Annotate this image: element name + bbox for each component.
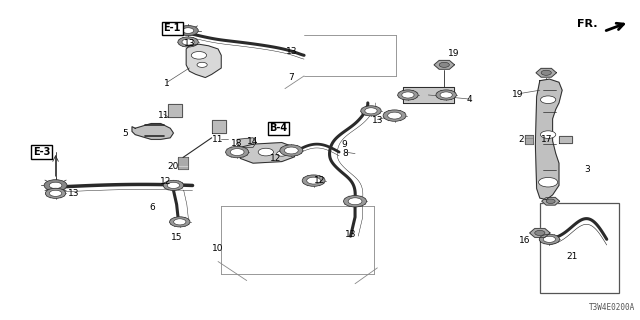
Polygon shape — [536, 68, 556, 77]
Text: E-3: E-3 — [33, 147, 50, 157]
Text: 19: 19 — [512, 91, 524, 100]
Bar — [168, 105, 182, 117]
Circle shape — [439, 62, 449, 68]
Circle shape — [197, 62, 207, 68]
Circle shape — [344, 196, 367, 207]
Circle shape — [178, 37, 198, 47]
Text: 11: 11 — [158, 111, 170, 120]
Text: 13: 13 — [345, 230, 356, 239]
Text: 11: 11 — [212, 135, 224, 144]
Circle shape — [365, 108, 377, 114]
Text: 5: 5 — [123, 129, 129, 138]
Text: 21: 21 — [566, 252, 577, 261]
Circle shape — [543, 236, 556, 242]
Circle shape — [163, 180, 184, 190]
Bar — [179, 157, 188, 169]
Text: 9: 9 — [341, 140, 347, 149]
Text: 1: 1 — [164, 79, 170, 88]
Circle shape — [397, 90, 418, 100]
Circle shape — [173, 219, 186, 225]
Text: 6: 6 — [150, 203, 156, 212]
Text: 17: 17 — [540, 135, 552, 144]
Text: 12: 12 — [160, 177, 172, 186]
Text: 15: 15 — [171, 233, 182, 242]
Polygon shape — [530, 228, 550, 237]
Text: 18: 18 — [232, 139, 243, 148]
Text: 7: 7 — [289, 73, 294, 82]
Circle shape — [540, 96, 556, 104]
Bar — [403, 87, 454, 103]
Circle shape — [182, 28, 194, 33]
Circle shape — [276, 151, 287, 156]
Text: FR.: FR. — [577, 19, 597, 28]
Polygon shape — [237, 138, 256, 147]
Bar — [540, 203, 620, 293]
Text: E-1: E-1 — [163, 23, 181, 33]
Circle shape — [402, 92, 414, 98]
Circle shape — [49, 182, 62, 188]
Polygon shape — [241, 142, 294, 163]
Circle shape — [541, 70, 551, 75]
Circle shape — [535, 230, 545, 236]
Circle shape — [307, 177, 321, 184]
Circle shape — [546, 199, 555, 204]
Circle shape — [178, 26, 198, 36]
Circle shape — [388, 112, 401, 119]
Circle shape — [258, 148, 273, 156]
Polygon shape — [559, 136, 572, 142]
Circle shape — [302, 175, 325, 186]
Polygon shape — [541, 197, 559, 205]
Text: 19: 19 — [448, 49, 460, 58]
Text: 3: 3 — [585, 165, 591, 174]
Circle shape — [170, 217, 190, 227]
Text: 12: 12 — [269, 154, 281, 163]
Circle shape — [45, 188, 66, 198]
Text: 13: 13 — [68, 189, 79, 198]
Text: 13: 13 — [285, 47, 297, 56]
Circle shape — [440, 92, 452, 98]
Circle shape — [540, 234, 559, 244]
Text: 4: 4 — [467, 95, 472, 104]
Circle shape — [280, 145, 303, 156]
Circle shape — [383, 110, 406, 121]
Text: 2: 2 — [518, 135, 524, 144]
Bar — [525, 135, 532, 144]
Circle shape — [44, 180, 67, 191]
Circle shape — [348, 198, 362, 205]
Bar — [212, 120, 226, 133]
Circle shape — [226, 146, 248, 158]
Circle shape — [230, 149, 244, 156]
Polygon shape — [186, 44, 221, 77]
Circle shape — [539, 178, 557, 187]
Polygon shape — [434, 60, 454, 69]
Text: 10: 10 — [212, 244, 224, 253]
Circle shape — [167, 182, 180, 188]
Circle shape — [361, 106, 381, 116]
Text: 13: 13 — [372, 116, 383, 125]
Text: 8: 8 — [342, 149, 348, 158]
Circle shape — [191, 52, 207, 59]
Circle shape — [436, 90, 456, 100]
Circle shape — [284, 147, 298, 154]
Text: T3W4E0200A: T3W4E0200A — [589, 303, 636, 312]
Polygon shape — [132, 124, 173, 140]
Text: 20: 20 — [168, 162, 179, 171]
Text: 13: 13 — [184, 39, 195, 48]
Text: 12: 12 — [314, 176, 326, 185]
Text: B-4: B-4 — [269, 123, 287, 133]
Circle shape — [182, 39, 194, 45]
Circle shape — [49, 190, 61, 196]
Text: 14: 14 — [248, 137, 259, 147]
Polygon shape — [536, 79, 562, 200]
Text: 16: 16 — [520, 236, 531, 245]
Circle shape — [540, 131, 556, 139]
